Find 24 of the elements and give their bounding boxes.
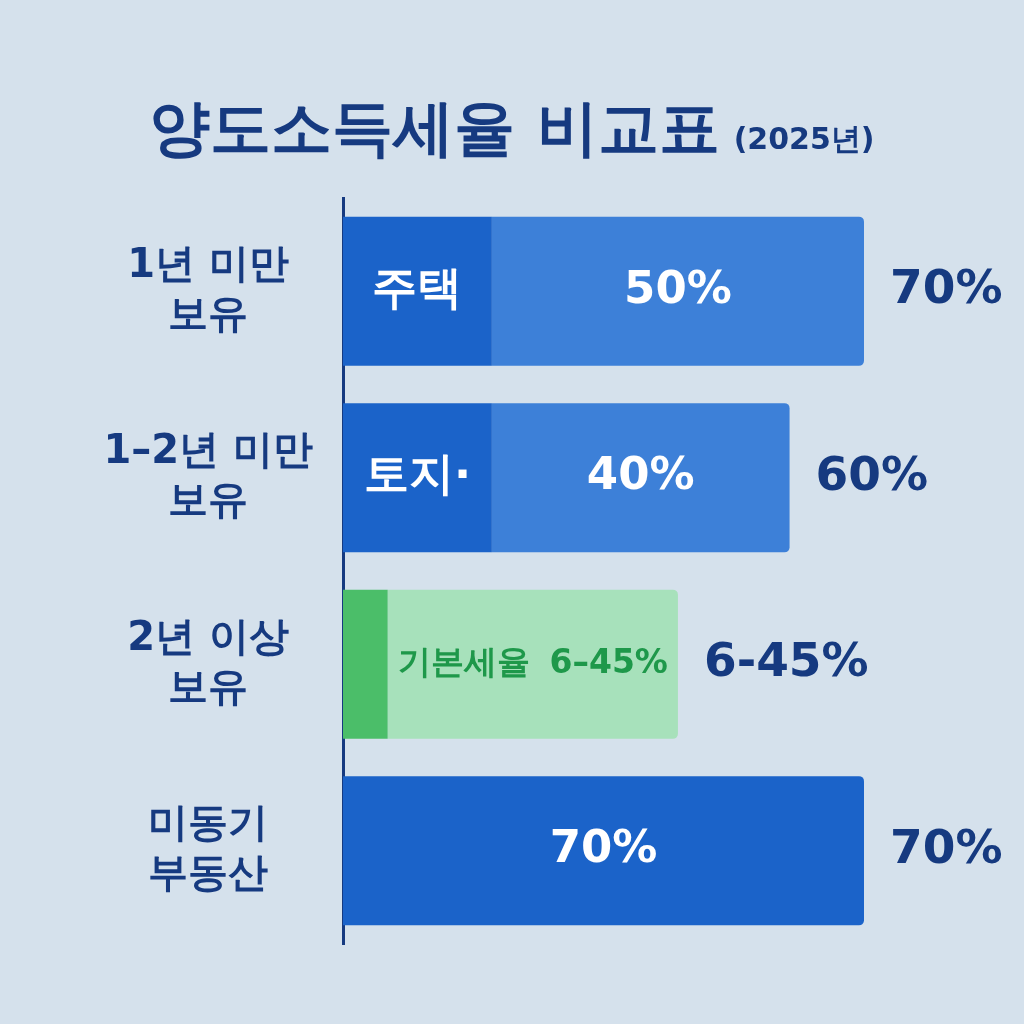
bar: [491, 403, 790, 553]
bar: [343, 589, 388, 739]
y-tick-label: 미동기 부동산: [148, 799, 269, 896]
bar: [343, 776, 864, 926]
bar: [491, 216, 864, 366]
annotation: 6–45%: [549, 641, 668, 681]
bar: [343, 216, 492, 366]
chart-title: 양도소득세율 비교표: [149, 92, 720, 163]
data-label: 40%: [586, 447, 695, 501]
data-label: 70%: [549, 820, 658, 874]
bar: [387, 589, 678, 739]
total-label: 70%: [890, 818, 1003, 874]
y-tick-label: 1년 미만 보유: [127, 239, 290, 336]
bar: [343, 403, 492, 553]
data-label: 50%: [624, 260, 732, 314]
y-tick-label: 2년 이상 보유: [127, 612, 290, 709]
data-label: 토지·: [363, 447, 471, 501]
y-tick-label: 1–2년 미만 보유: [103, 426, 313, 523]
total-label: 6-45%: [703, 632, 869, 688]
chart-subtitle: (2025년): [733, 121, 875, 156]
data-label: 주택: [372, 260, 463, 314]
data-label: 기본세율: [397, 641, 530, 681]
total-label: 70%: [890, 259, 1003, 315]
total-label: 60%: [815, 445, 929, 501]
